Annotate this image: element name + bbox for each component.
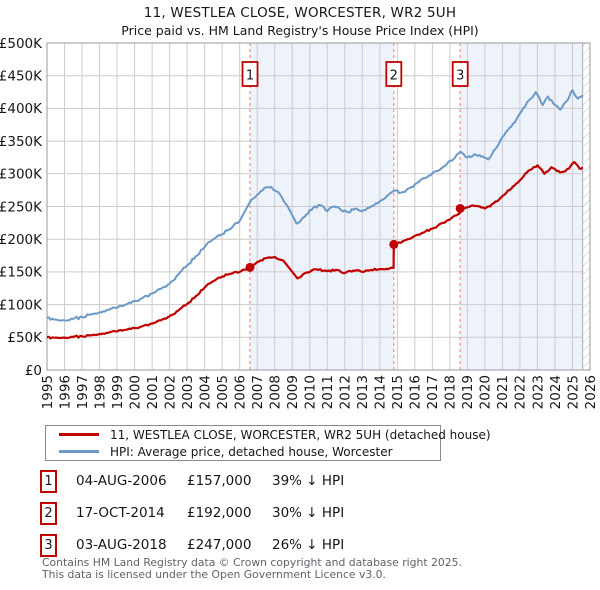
sale-price: £157,000 bbox=[187, 473, 252, 489]
y-tick-label: £250K bbox=[0, 199, 43, 215]
x-tick-label: 2012 bbox=[338, 375, 354, 409]
sale-date: 04-AUG-2006 bbox=[76, 473, 167, 489]
x-tick-label: 2009 bbox=[285, 375, 301, 409]
x-tick-label: 2026 bbox=[583, 375, 599, 409]
sale-vs-hpi: 26% ↓ HPI bbox=[272, 537, 345, 553]
page-title: 11, WESTLEA CLOSE, WORCESTER, WR2 5UH bbox=[143, 5, 457, 21]
legend-item-hpi: HPI: Average price, detached house, Worc… bbox=[59, 445, 440, 459]
x-tick-label: 2010 bbox=[303, 375, 319, 409]
legend: 11, WESTLEA CLOSE, WORCESTER, WR2 5UH (d… bbox=[45, 425, 491, 461]
sale-number-label: 2 bbox=[390, 69, 398, 84]
sale-point-marker bbox=[455, 203, 465, 213]
sale-marker-number: 2 bbox=[40, 502, 57, 525]
sale-number-box bbox=[385, 61, 403, 87]
x-tick-label: 2001 bbox=[145, 375, 161, 409]
sale-point-marker bbox=[389, 239, 399, 249]
plot-border bbox=[46, 42, 591, 371]
hpi-line bbox=[46, 89, 584, 322]
x-tick-label: 2008 bbox=[268, 375, 284, 409]
x-tick-label: 2022 bbox=[513, 375, 529, 409]
x-tick-label: 2019 bbox=[460, 375, 476, 409]
price-paid-line bbox=[46, 160, 584, 340]
footer: Contains HM Land Registry data © Crown c… bbox=[42, 557, 462, 580]
x-tick-label: 1999 bbox=[110, 375, 126, 409]
x-tick-label: 2023 bbox=[530, 375, 546, 409]
sale-marker-number: 1 bbox=[40, 470, 57, 493]
x-tick-label: 1998 bbox=[92, 375, 108, 409]
table-row: 3 03-AUG-2018 £247,000 26% ↓ HPI bbox=[0, 534, 600, 560]
property-line-swatch bbox=[59, 433, 99, 436]
price-history-chart: 1 2 3 £0 £50K £100K £150K £200K £250K £300K £350K £… bbox=[0, 36, 599, 410]
y-tick-label: £500K bbox=[0, 36, 43, 52]
x-tick-label: 2020 bbox=[478, 375, 494, 409]
x-tick-label: 2016 bbox=[408, 375, 424, 409]
x-tick-label: 2005 bbox=[215, 375, 231, 409]
x-tick-label: 2006 bbox=[232, 375, 248, 409]
sale-number-box bbox=[451, 61, 469, 87]
x-tick-label: 2021 bbox=[495, 375, 511, 409]
y-tick-label: £350K bbox=[0, 134, 43, 150]
x-tick-label: 2017 bbox=[425, 375, 441, 409]
sale-number-box bbox=[241, 61, 259, 87]
x-tick-label: 2014 bbox=[373, 375, 389, 409]
sale-price: £192,000 bbox=[187, 505, 252, 521]
table-row: 2 17-OCT-2014 £192,000 30% ↓ HPI bbox=[0, 502, 600, 528]
footer-licence: This data is licensed under the Open Gov… bbox=[42, 567, 386, 581]
hpi-line-swatch bbox=[59, 450, 99, 453]
y-tick-label: £0 bbox=[25, 363, 42, 379]
x-tick-label: 2015 bbox=[390, 375, 406, 409]
legend-hpi-label: HPI: Average price, detached house, Worc… bbox=[110, 444, 393, 459]
legend-property-label: 11, WESTLEA CLOSE, WORCESTER, WR2 5UH (d… bbox=[110, 427, 491, 442]
y-tick-label: £300K bbox=[0, 167, 43, 183]
y-tick-label: £200K bbox=[0, 232, 43, 248]
y-tick-label: £400K bbox=[0, 101, 43, 117]
sale-number-label: 3 bbox=[456, 69, 464, 84]
legend-item-property: 11, WESTLEA CLOSE, WORCESTER, WR2 5UH (d… bbox=[59, 428, 491, 442]
sale-number-label: 1 bbox=[246, 69, 254, 84]
y-tick-label: £50K bbox=[7, 330, 43, 346]
sale-vs-hpi: 30% ↓ HPI bbox=[272, 505, 345, 521]
page-subtitle: Price paid vs. HM Land Registry's House … bbox=[121, 23, 479, 38]
sale-date: 03-AUG-2018 bbox=[76, 537, 167, 553]
y-tick-label: £100K bbox=[0, 297, 43, 313]
table-row: 1 04-AUG-2006 £157,000 39% ↓ HPI bbox=[0, 470, 600, 496]
x-tick-label: 1996 bbox=[57, 375, 73, 409]
x-tick-label: 2025 bbox=[565, 375, 581, 409]
y-tick-label: £150K bbox=[0, 265, 43, 281]
x-tick-label: 2002 bbox=[162, 375, 178, 409]
sale-vs-hpi: 39% ↓ HPI bbox=[272, 473, 345, 489]
footer-attribution: Contains HM Land Registry data © Crown c… bbox=[42, 556, 462, 569]
x-tick-label: 2024 bbox=[548, 375, 564, 409]
x-tick-label: 1997 bbox=[75, 375, 91, 409]
x-tick-label: 1995 bbox=[40, 375, 56, 409]
x-tick-label: 2004 bbox=[197, 375, 213, 409]
sale-marker-number: 3 bbox=[40, 534, 57, 557]
x-tick-label: 2003 bbox=[180, 375, 196, 409]
x-tick-label: 2000 bbox=[127, 375, 143, 409]
x-tick-label: 2007 bbox=[250, 375, 266, 409]
x-tick-label: 2013 bbox=[355, 375, 371, 409]
sale-price: £247,000 bbox=[187, 537, 252, 553]
x-tick-label: 2018 bbox=[443, 375, 459, 409]
y-tick-label: £450K bbox=[0, 69, 43, 85]
sale-point-marker bbox=[245, 262, 255, 272]
sale-date: 17-OCT-2014 bbox=[76, 505, 165, 521]
x-tick-label: 2011 bbox=[320, 375, 336, 409]
future-band-hatch bbox=[582, 43, 590, 370]
